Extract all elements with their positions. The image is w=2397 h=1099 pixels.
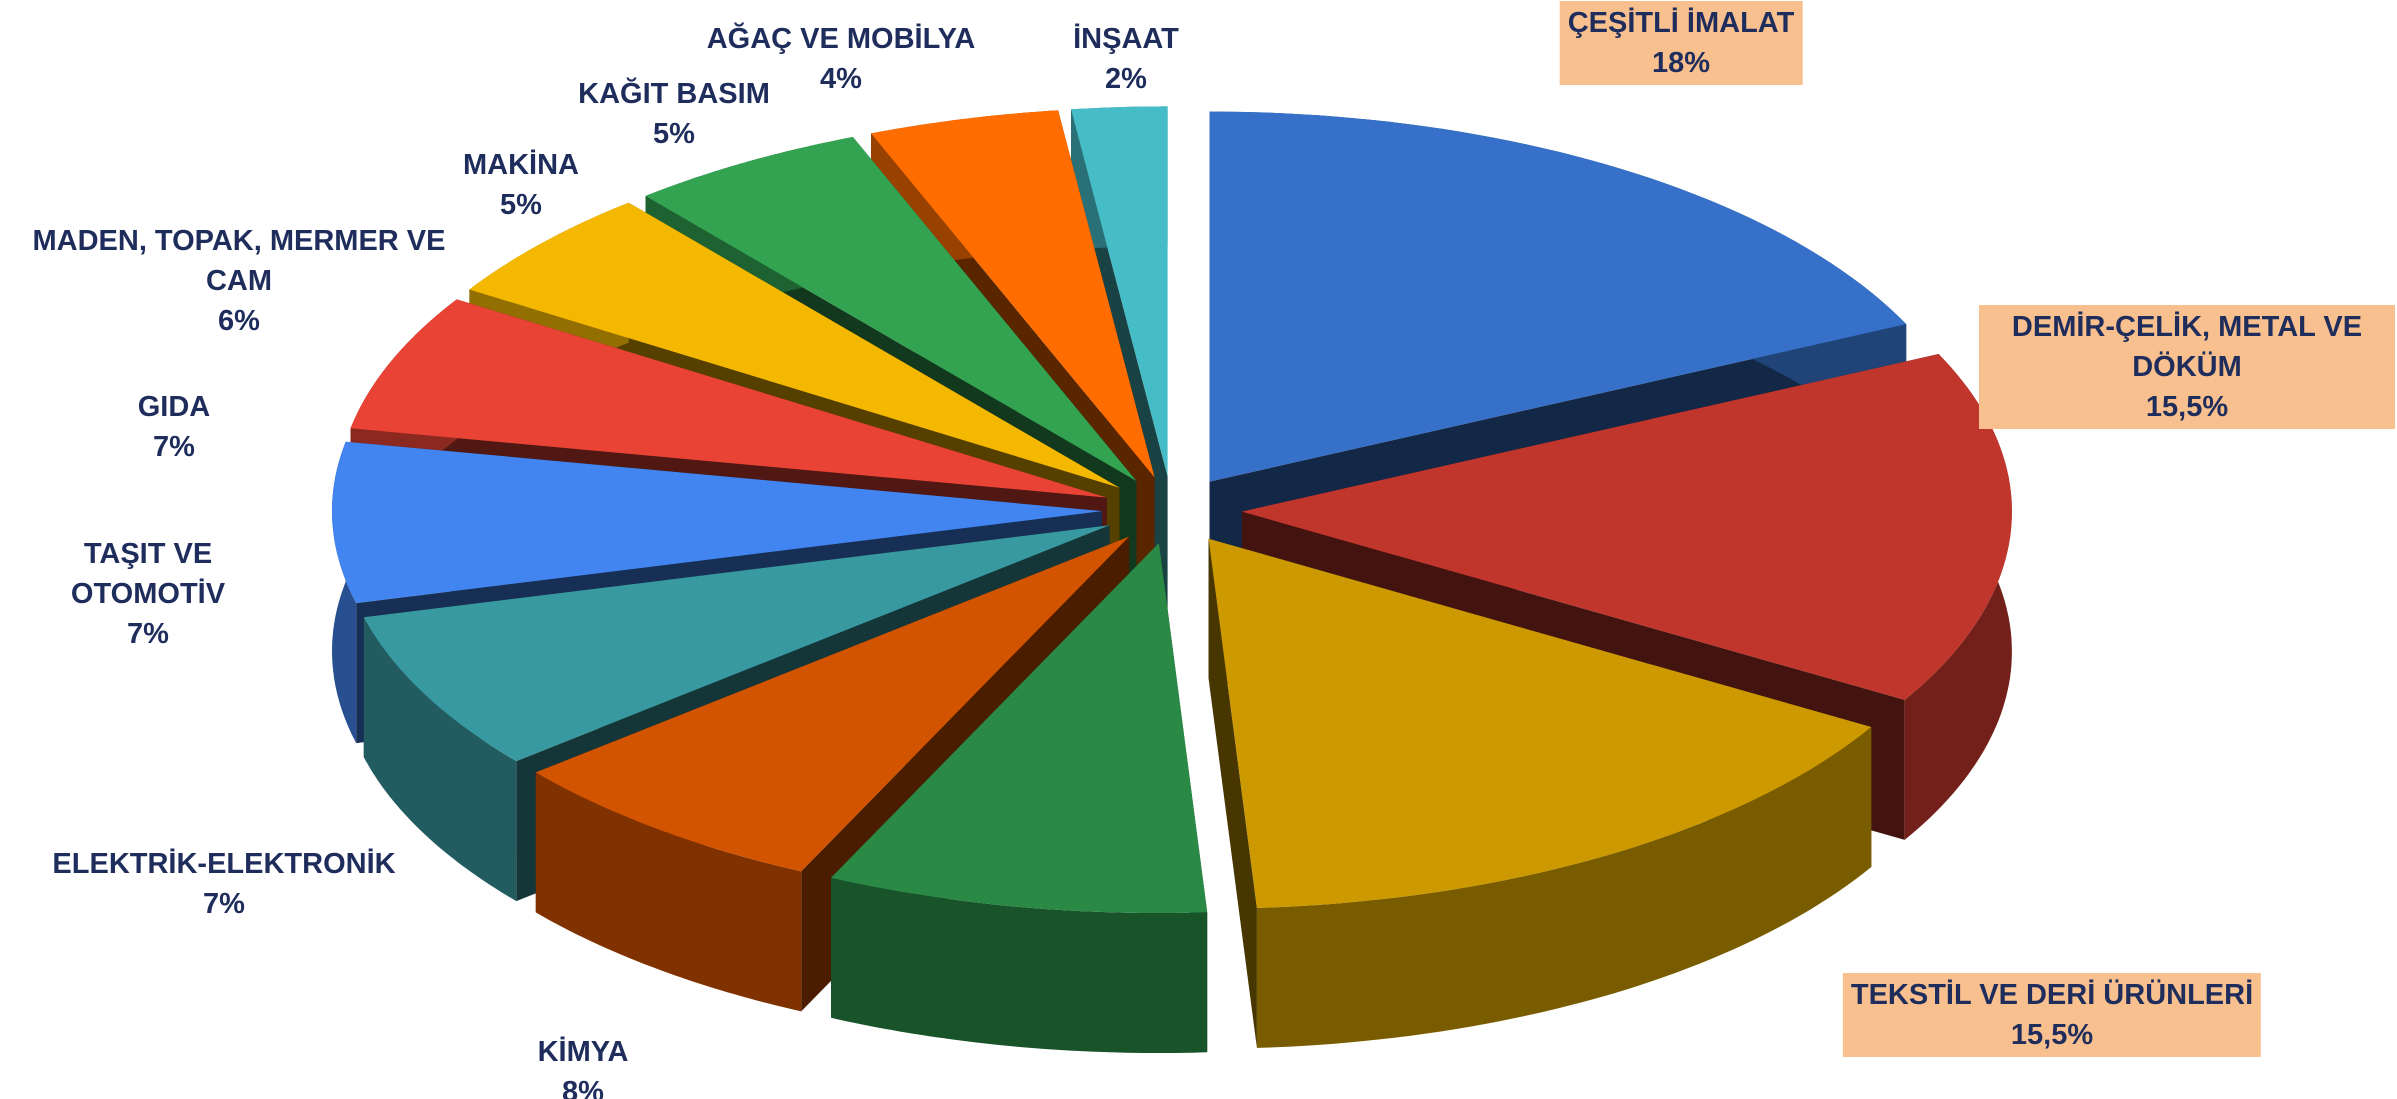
slice-top — [1241, 354, 2012, 700]
category-name: ÇEŞİTLİ İMALAT — [1567, 7, 1795, 39]
slice-top — [1209, 111, 1907, 482]
category-name: DEMİR-ÇELİK, METAL VE DÖKÜM — [2011, 311, 2363, 383]
slice-label: KAĞIT BASIM 5% — [578, 74, 770, 154]
category-name: TEKSTİL VE DERİ ÜRÜNLERİ — [1850, 979, 2254, 1011]
slice-label: ELEKTRİK-ELEKTRONİK 7% — [52, 844, 395, 924]
slice-side — [1256, 727, 1872, 1048]
slice-top — [332, 441, 1102, 604]
category-name: MAKİNA — [463, 149, 579, 181]
category-name: MADEN, TOPAK, MERMER VE CAM — [32, 225, 446, 297]
slice-label: DEMİR-ÇELİK, METAL VE DÖKÜM 15,5% — [1979, 305, 2395, 429]
slice-label: KİMYA 8% — [538, 1032, 629, 1099]
value-label: 15,5% — [2145, 391, 2229, 423]
slice-top — [363, 525, 1110, 762]
value-label: 7% — [127, 618, 169, 650]
slice-label: TEKSTİL VE DERİ ÜRÜNLERİ 15,5% — [1842, 973, 2262, 1057]
category-name: İNŞAAT — [1073, 23, 1179, 55]
category-name: KAĞIT BASIM — [578, 78, 770, 110]
slice-top — [350, 299, 1107, 498]
category-name: TAŞIT VE OTOMOTİV — [70, 538, 226, 610]
slice-top — [831, 543, 1208, 913]
category-name: GIDA — [137, 391, 211, 423]
category-name: ELEKTRİK-ELEKTRONİK — [52, 848, 396, 880]
slice-top — [469, 202, 1120, 488]
category-name: AĞAÇ VE MOBİLYA — [706, 23, 976, 55]
slice-label: ÇEŞİTLİ İMALAT 18% — [1559, 1, 1803, 85]
value-label: 2% — [1105, 63, 1147, 95]
value-label: 18% — [1651, 47, 1711, 79]
value-label: 7% — [153, 431, 195, 463]
slice-top — [535, 536, 1130, 872]
slice-top — [1071, 106, 1168, 477]
slice-label: İNŞAAT 2% — [1073, 19, 1179, 99]
slice-top — [871, 110, 1155, 478]
category-name: KİMYA — [537, 1036, 629, 1068]
value-label: 6% — [218, 305, 260, 337]
slice-side — [363, 617, 517, 902]
value-label: 15,5% — [2010, 1019, 2094, 1051]
slice-cut-face — [1208, 538, 1257, 1048]
slice-label: GIDA 7% — [138, 387, 211, 467]
value-label: 5% — [500, 189, 542, 221]
slice-side — [535, 772, 802, 1012]
slice-label: AĞAÇ VE MOBİLYA 4% — [707, 19, 976, 99]
slice-label: TAŞIT VE OTOMOTİV 7% — [48, 534, 248, 654]
value-label: 7% — [203, 888, 245, 920]
value-label: 4% — [820, 63, 862, 95]
slice-top — [645, 137, 1137, 481]
slice-label: MAKİNA 5% — [463, 145, 579, 225]
slice-top — [1208, 538, 1872, 908]
value-label: 5% — [653, 118, 695, 150]
slice-side — [831, 877, 1208, 1053]
slice-label: MADEN, TOPAK, MERMER VE CAM 6% — [4, 221, 474, 341]
value-label: 8% — [562, 1076, 604, 1099]
